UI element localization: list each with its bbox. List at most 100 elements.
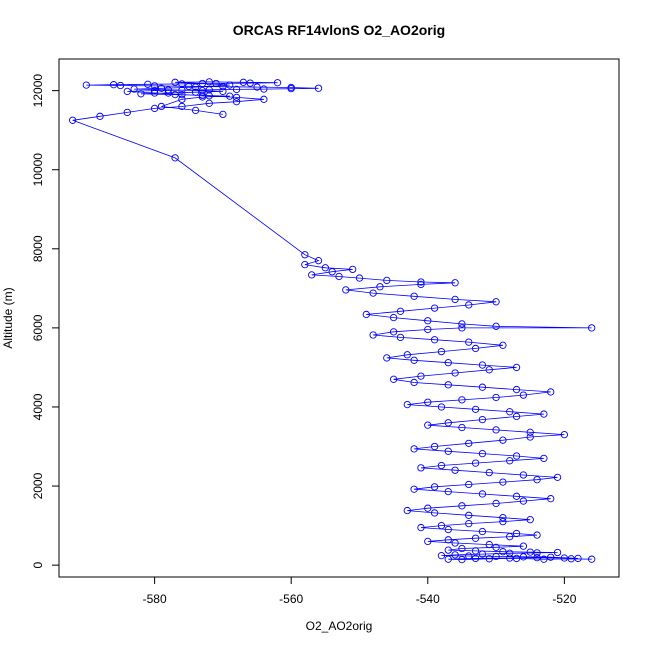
- data-point: [321, 264, 329, 272]
- data-point: [519, 391, 528, 399]
- data-point: [410, 378, 418, 387]
- data-point: [465, 480, 473, 489]
- data-point: [444, 536, 452, 544]
- data-point: [465, 511, 473, 519]
- data-point: [512, 385, 521, 394]
- data-point: [471, 405, 480, 413]
- data-point: [417, 278, 425, 286]
- data-point: [588, 324, 596, 332]
- data-point: [383, 276, 391, 285]
- data-point: [588, 555, 596, 563]
- data-point: [164, 89, 172, 97]
- data-point: [82, 81, 90, 89]
- data-point: [451, 551, 459, 559]
- data-point: [547, 388, 555, 396]
- data-point: [540, 555, 548, 563]
- data-point: [506, 457, 514, 465]
- data-point: [239, 78, 248, 86]
- data-point: [519, 471, 528, 479]
- data-point: [465, 439, 473, 447]
- data-point: [417, 280, 425, 289]
- chart-title: ORCAS RF14vlonS O2_AO2orig: [233, 22, 445, 38]
- x-axis: -580 -560 -540 -520: [143, 576, 577, 606]
- data-point: [205, 78, 213, 86]
- data-point: [485, 540, 493, 549]
- data-point: [458, 544, 466, 553]
- data-point: [444, 419, 452, 427]
- data-point: [499, 436, 507, 444]
- data-point: [403, 351, 411, 359]
- data-point: [512, 363, 521, 372]
- data-point: [553, 548, 562, 557]
- data-point: [553, 473, 562, 482]
- data-point: [471, 547, 480, 555]
- data-point: [137, 90, 145, 98]
- data-point: [458, 396, 466, 404]
- data-point: [430, 483, 439, 491]
- data-point: [144, 80, 152, 88]
- x-tick-label: -560: [279, 592, 303, 606]
- data-point: [499, 341, 507, 349]
- data-point: [465, 301, 473, 309]
- data-point: [512, 529, 521, 538]
- data-point: [205, 86, 213, 94]
- data-point: [560, 430, 569, 439]
- data-point: [478, 550, 487, 558]
- data-point: [533, 476, 541, 484]
- data-point: [512, 492, 521, 500]
- data-point: [465, 552, 473, 560]
- data-point: [485, 366, 493, 374]
- data-point: [226, 81, 234, 89]
- data-point: [540, 410, 548, 418]
- data-point: [157, 102, 166, 111]
- data-point: [492, 298, 500, 306]
- y-tick-label: 4000: [31, 393, 45, 420]
- data-point: [519, 553, 528, 561]
- data-point: [417, 464, 425, 472]
- data-point: [417, 372, 425, 380]
- data-point: [478, 490, 487, 498]
- data-point: [492, 552, 500, 561]
- data-point: [458, 423, 466, 432]
- data-point: [287, 83, 295, 92]
- data-point: [185, 82, 193, 90]
- data-point: [424, 398, 432, 406]
- data-point: [492, 543, 500, 551]
- data-point: [478, 361, 487, 369]
- data-point: [499, 548, 507, 556]
- data-point: [471, 459, 480, 467]
- data-point: [232, 93, 241, 102]
- x-tick-label: -540: [416, 592, 440, 606]
- data-point: [355, 274, 364, 282]
- data-point: [458, 320, 466, 328]
- series-points: [69, 78, 596, 564]
- data-point: [451, 279, 459, 287]
- data-point: [437, 521, 446, 530]
- data-point: [376, 283, 384, 291]
- data-point: [533, 549, 541, 557]
- data-point: [451, 369, 459, 377]
- data-point: [178, 102, 186, 111]
- data-point: [519, 542, 528, 550]
- data-point: [444, 525, 452, 534]
- data-point: [389, 328, 398, 336]
- data-point: [396, 333, 405, 342]
- data-point: [451, 539, 459, 547]
- y-tick-label: 6000: [31, 314, 45, 341]
- data-point: [451, 295, 459, 304]
- data-point: [389, 375, 398, 383]
- data-point: [437, 403, 446, 411]
- data-point: [335, 272, 343, 281]
- data-point: [198, 93, 207, 101]
- data-point: [109, 81, 118, 89]
- data-point: [478, 415, 487, 424]
- data-point: [417, 523, 425, 532]
- plot-frame: [58, 58, 620, 578]
- data-point: [260, 85, 268, 93]
- data-point: [437, 347, 446, 356]
- data-point: [157, 84, 166, 92]
- data-point: [492, 499, 500, 508]
- data-point: [437, 461, 446, 470]
- data-point: [314, 84, 323, 92]
- x-tick-label: -520: [552, 592, 576, 606]
